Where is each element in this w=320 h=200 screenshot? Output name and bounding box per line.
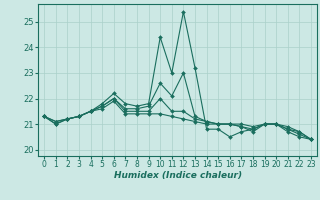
- X-axis label: Humidex (Indice chaleur): Humidex (Indice chaleur): [114, 171, 242, 180]
